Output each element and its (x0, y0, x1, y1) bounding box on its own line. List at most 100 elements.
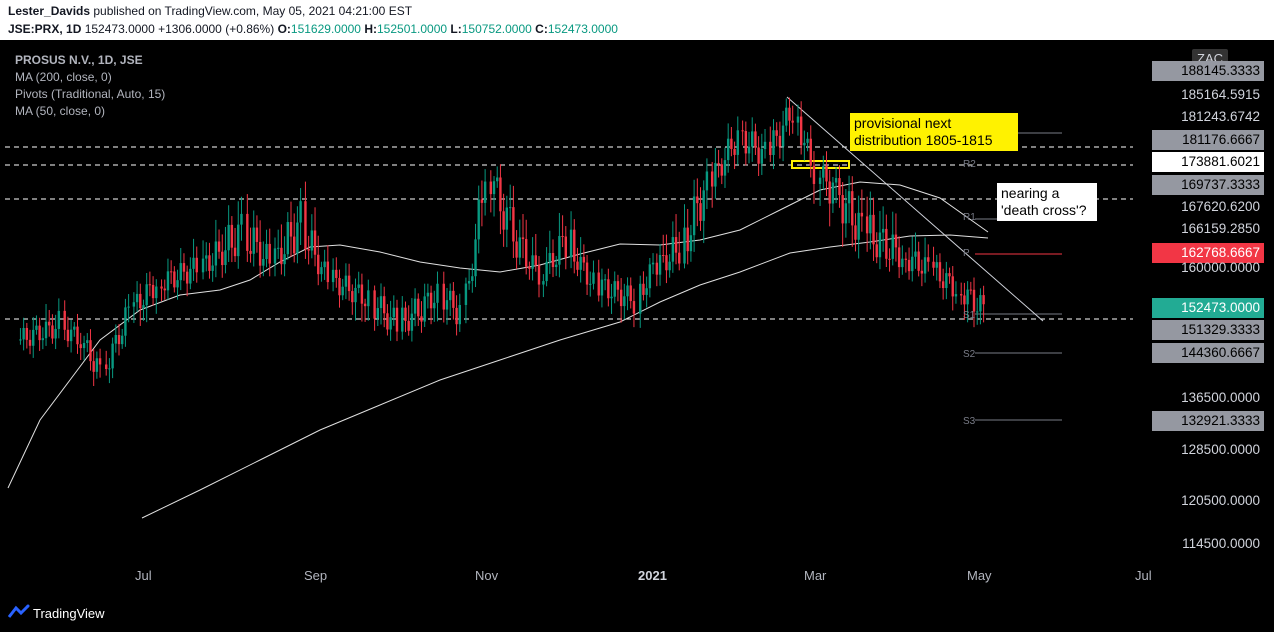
candle-body (799, 116, 803, 146)
candle-body (642, 283, 645, 295)
candle-body (357, 284, 360, 288)
candle-body (692, 196, 696, 236)
high-value: 152501.0000 (377, 22, 448, 36)
candle-body (114, 334, 118, 344)
candle-body (960, 294, 963, 296)
candle-body (367, 290, 370, 307)
ohlc-line: JSE:PRX, 1D 152473.0000 +1306.0000 (+0.8… (8, 22, 618, 36)
published-text: published on TradingView.com, May 05, 20… (90, 4, 413, 18)
candle-body (117, 334, 121, 345)
publish-header: Lester_Davids published on TradingView.c… (0, 0, 1274, 40)
price-label-0: 188145.3333 (1152, 61, 1264, 81)
author-name[interactable]: Lester_Davids (8, 4, 91, 18)
candle-body (246, 213, 249, 251)
candle-body (917, 251, 920, 271)
candle-body (182, 263, 186, 272)
candle-body (696, 196, 699, 204)
candle-body (474, 239, 477, 277)
candle-body (626, 285, 629, 297)
candle-body (534, 255, 537, 266)
price-label-11: 151329.3333 (1152, 320, 1264, 340)
candle-body (658, 254, 662, 275)
candle-body (166, 271, 170, 291)
candle-body (201, 258, 205, 273)
candle-body (683, 227, 686, 264)
candle-body (551, 253, 555, 268)
candle-body (73, 326, 76, 330)
candle-body (111, 343, 114, 369)
candle-body (221, 251, 224, 266)
candle-body (576, 261, 579, 270)
price-label-14: 132921.3333 (1152, 411, 1264, 431)
candle-body (286, 222, 289, 255)
footer-brand[interactable]: TradingView (33, 606, 105, 621)
legend-pivots[interactable]: Pivots (Traditional, Auto, 15) (15, 87, 166, 101)
candle-body (455, 307, 458, 325)
candle-body (857, 212, 860, 240)
candle-body (160, 286, 163, 289)
candle-body (938, 262, 942, 282)
candle-body (360, 284, 364, 304)
candle-body (89, 340, 92, 362)
candle-body (163, 288, 166, 291)
candle-body (754, 131, 757, 148)
price-chart[interactable] (0, 40, 1149, 592)
candle-body (273, 248, 277, 264)
candle-body (548, 253, 551, 262)
candle-body (448, 290, 452, 301)
pivot-r1-label: R1 (963, 212, 976, 223)
candle-body (699, 203, 702, 221)
candle-body (554, 264, 558, 268)
pivot-p-label: P (963, 248, 970, 259)
candle-body (386, 313, 389, 330)
candle-body (897, 247, 901, 268)
candle-body (19, 339, 22, 341)
candle-body (373, 290, 376, 319)
candle-body (142, 305, 145, 309)
candle-body (407, 320, 410, 331)
candle-body (379, 296, 383, 309)
candle-body (668, 261, 671, 271)
candle-body (258, 241, 262, 266)
trendline (786, 96, 1044, 322)
death-cross-note[interactable]: nearing a 'death cross'? (997, 183, 1097, 221)
candle-body (176, 280, 179, 288)
candle-body (736, 130, 739, 155)
candle-body (195, 257, 198, 273)
candle-body (872, 214, 875, 245)
candle-body (760, 149, 764, 164)
candle-body (613, 281, 616, 297)
candle-body (714, 163, 717, 187)
candle-body (982, 295, 985, 305)
candle-body (124, 307, 127, 336)
candle-body (524, 239, 528, 267)
candle-body (404, 307, 407, 321)
symbol-label[interactable]: JSE:PRX, 1D (8, 22, 82, 36)
distribution-note[interactable]: provisional next distribution 1805-1815 (850, 113, 1018, 151)
candle-body (240, 213, 243, 225)
candle-body (108, 368, 111, 370)
legend-ma50[interactable]: MA (50, close, 0) (15, 104, 106, 118)
candle-body (217, 241, 221, 252)
price-label-16: 120500.0000 (1181, 493, 1260, 508)
candle-body (426, 292, 430, 297)
candle-body (603, 279, 607, 281)
candle-body (665, 255, 668, 271)
candle-body (508, 207, 512, 209)
tradingview-logo-icon[interactable] (8, 604, 30, 620)
candle-body (518, 237, 521, 258)
candle-body (214, 241, 218, 266)
price-label-4: 173881.6021 (1152, 152, 1264, 172)
candle-body (723, 160, 727, 176)
legend-ma200[interactable]: MA (200, close, 0) (15, 70, 112, 84)
candle-body (189, 268, 192, 284)
candle-body (452, 290, 455, 308)
candle-body (674, 237, 678, 253)
candle-body (838, 178, 841, 196)
chart-area[interactable] (0, 40, 1274, 592)
candle-body (331, 269, 335, 283)
candle-body (854, 225, 857, 240)
candle-body (865, 216, 869, 234)
candle-body (564, 236, 567, 258)
time-label-jul-2021: Jul (1135, 568, 1152, 583)
